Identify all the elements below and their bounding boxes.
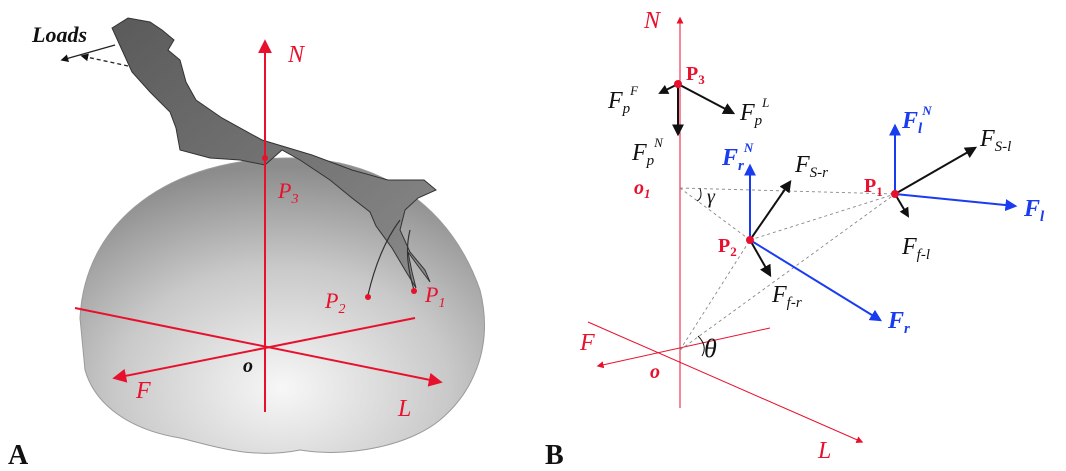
ffr-label: Ff-r	[771, 282, 802, 311]
point-p1-a	[411, 288, 417, 294]
p2-label-a: P2	[324, 288, 345, 317]
gamma-arc	[696, 188, 702, 202]
fsr-label: FS-r	[794, 152, 828, 181]
fr-arrow	[749, 239, 883, 322]
loads-label: Loads	[31, 22, 87, 47]
fpl-label: FpL	[739, 95, 769, 129]
fpn-label: FpN	[631, 135, 664, 169]
axis-f-a	[112, 317, 416, 383]
axis-f-label-b: F	[579, 330, 595, 356]
fr-label: Fr	[887, 308, 910, 337]
axis-l-a	[74, 307, 443, 387]
axis-l-label-a: L	[397, 396, 411, 422]
fsl-label: FS-l	[979, 126, 1011, 155]
axis-l-label-b: L	[817, 438, 831, 464]
fl-label: Fl	[1023, 196, 1045, 225]
point-p1-b	[891, 190, 899, 198]
fl-arrow	[894, 193, 1018, 212]
axis-n-label-a: N	[287, 42, 306, 68]
ffl-arrow	[894, 193, 910, 218]
point-p3-a	[262, 155, 268, 161]
frn-label: FrN	[721, 140, 754, 174]
ffr-arrow	[749, 239, 772, 278]
point-p2-b	[746, 236, 754, 244]
fsl-arrow	[894, 146, 978, 195]
claw-tip-outer	[367, 219, 401, 296]
axis-f-b	[596, 327, 771, 369]
loads-arrow-1	[60, 44, 116, 63]
claw-leg	[111, 17, 437, 289]
axis-l-b	[587, 321, 864, 443]
panel-b-label: B	[545, 440, 564, 471]
p3-label-a: P3	[277, 178, 298, 207]
p1-label-a: P1	[424, 282, 445, 311]
axis-n-label-b: N	[643, 8, 662, 34]
panel-a: Loads N F L o P3 P2 P1 A	[8, 17, 485, 471]
gamma-label: γ	[707, 186, 716, 208]
construction-lines	[679, 187, 896, 351]
theta-label: θ	[704, 334, 717, 363]
fpf-label: FpF	[607, 83, 639, 117]
panel-a-label: A	[8, 440, 29, 471]
p3-label-b: P3	[686, 63, 705, 87]
loads-arrow-2	[80, 53, 129, 67]
panel-b: N F L o o1 γ θ P3 FpF FpL	[545, 8, 1045, 471]
origin-label-a: o	[243, 355, 253, 377]
theta-arc	[697, 335, 705, 357]
fln-label: FlN	[901, 103, 932, 137]
ffl-label: Ff-l	[901, 234, 930, 263]
point-p2-a	[365, 294, 371, 300]
o1-label: o1	[634, 177, 651, 201]
fsr-arrow	[749, 180, 792, 241]
axis-f-label-a: F	[135, 378, 151, 404]
point-p3-b	[674, 80, 682, 88]
p1-label-b: P1	[864, 175, 883, 199]
fpl-arrow	[677, 83, 736, 115]
origin-label-b: o	[650, 361, 660, 383]
p2-label-b: P2	[718, 235, 737, 259]
claw-tip-inner	[406, 229, 415, 291]
